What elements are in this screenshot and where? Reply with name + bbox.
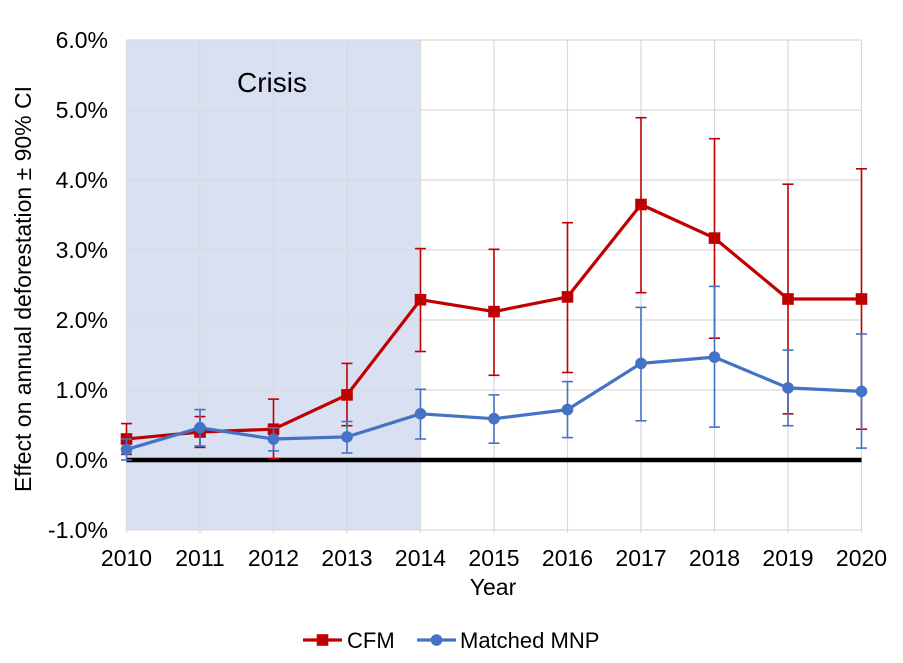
matched-mnp-data-point-marker	[855, 385, 868, 398]
x-axis-tick-label: 2012	[248, 545, 299, 571]
cfm-data-point-marker	[708, 232, 721, 244]
cfm-data-point-marker	[488, 305, 500, 318]
matched-mnp-data-point-marker	[561, 403, 574, 416]
y-axis-tick-label: 2.0%	[56, 307, 108, 333]
x-axis-tick-label: 2014	[395, 545, 446, 571]
x-axis-tick-label: 2013	[321, 545, 372, 571]
matched-mnp-data-point-marker	[635, 357, 647, 370]
legend: CFM Matched MNP	[303, 628, 599, 653]
legend-label-matched-mnp: Matched MNP	[460, 628, 599, 653]
legend-item-matched-mnp: Matched MNP	[417, 628, 599, 653]
x-axis-tick-label: 2017	[615, 545, 666, 571]
x-axis-tick-label: 2020	[836, 545, 887, 571]
y-axis-tick-label: 4.0%	[56, 167, 108, 193]
y-axis-tick-label: 1.0%	[56, 377, 108, 403]
matched-mnp-data-point-marker	[414, 408, 427, 420]
matched-mnp-legend-circle-marker-icon	[430, 634, 443, 646]
x-axis-tick-label: 2011	[175, 545, 224, 571]
chart-tick-labels-layer: 6.0% 5.0% 4.0% 3.0% 2.0% 1.0% 0.0% -1.0%2010 201…	[48, 27, 887, 571]
legend-label-cfm: CFM	[347, 628, 395, 653]
cfm-data-point-marker	[635, 198, 647, 211]
cfm-data-point-marker	[341, 389, 353, 401]
cfm-data-point-marker	[561, 291, 574, 303]
y-axis-title: Effect on annual deforestation ± 90% CI	[10, 86, 36, 492]
cfm-data-point-marker	[855, 293, 868, 305]
x-axis-tick-label: 2019	[762, 545, 813, 571]
matched-mnp-data-point-marker	[782, 382, 794, 394]
crisis-annotation: Crisis	[237, 67, 307, 98]
matched-mnp-data-point-marker	[341, 431, 353, 443]
cfm-legend-square-marker-icon	[316, 634, 329, 646]
x-axis-tick-label: 2016	[542, 545, 593, 571]
x-axis-title: Year	[470, 574, 517, 600]
x-axis-tick-label: 2015	[468, 545, 519, 571]
matched-mnp-data-point-marker	[708, 351, 721, 363]
y-axis-tick-label: -1.0%	[48, 517, 108, 543]
matched-mnp-data-point-marker	[120, 443, 133, 456]
y-axis-tick-label: 0.0%	[56, 447, 108, 473]
matched-mnp-data-point-marker	[194, 422, 206, 434]
matched-mnp-data-point-marker	[267, 433, 280, 445]
y-axis-tick-label: 3.0%	[56, 237, 108, 263]
chart-series-layer	[120, 116, 868, 461]
legend-item-cfm: CFM	[303, 628, 395, 653]
y-axis-tick-label: 5.0%	[56, 97, 108, 123]
x-axis-tick-label: 2010	[101, 545, 152, 571]
cfm-data-point-marker	[414, 293, 427, 306]
y-axis-tick-label: 6.0%	[56, 27, 108, 53]
cfm-data-point-marker	[782, 293, 794, 305]
matched-mnp-data-point-marker	[488, 412, 500, 425]
x-axis-tick-label: 2018	[689, 545, 740, 571]
